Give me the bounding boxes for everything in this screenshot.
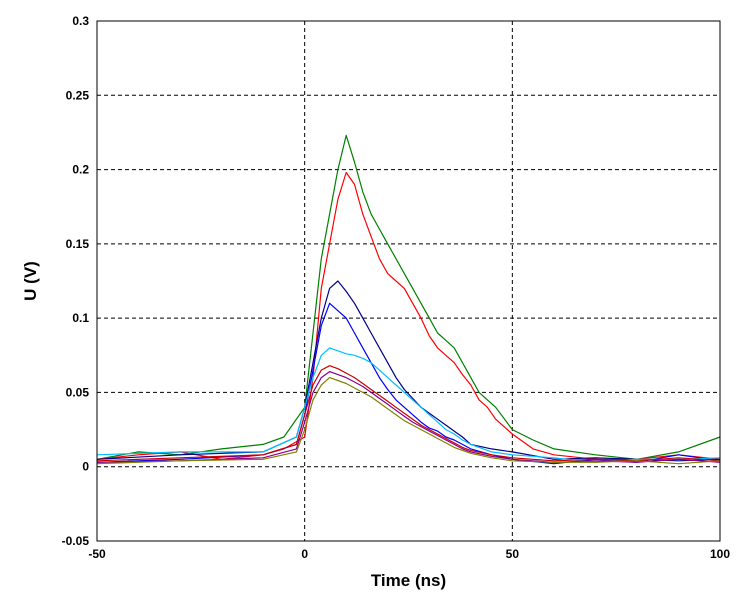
series-line-6 (96, 365, 721, 462)
series-line-2 (96, 171, 721, 460)
x-axis-label: Time (ns) (371, 571, 446, 590)
x-tick-label: 50 (506, 547, 520, 561)
y-tick-label: 0.1 (72, 311, 89, 325)
y-tick-label: 0 (82, 460, 89, 474)
y-tick-label: 0.25 (66, 88, 90, 102)
grid-lines (97, 21, 720, 541)
y-tick-label: 0.05 (66, 385, 90, 399)
series-line-5 (96, 347, 721, 463)
series-line-8 (96, 377, 721, 465)
series-line-7 (96, 371, 721, 463)
y-tick-label: 0.15 (66, 237, 90, 251)
y-tick-label: 0.2 (72, 163, 89, 177)
x-tick-label: 100 (710, 547, 730, 561)
series-layer (96, 134, 721, 465)
series-line-3 (96, 280, 721, 462)
series-line-4 (96, 302, 721, 465)
x-tick-label: -50 (88, 547, 106, 561)
x-tick-label: 0 (301, 547, 308, 561)
tick-labels: -50 0 50 100 -0.05 0 0.05 0.1 0.15 0.2 0.25 0.3 (62, 14, 731, 561)
y-tick-label: -0.05 (62, 534, 90, 548)
plot-frame (96, 20, 721, 542)
y-tick-label: 0.3 (72, 14, 89, 28)
y-axis-label: U (V) (21, 261, 40, 301)
